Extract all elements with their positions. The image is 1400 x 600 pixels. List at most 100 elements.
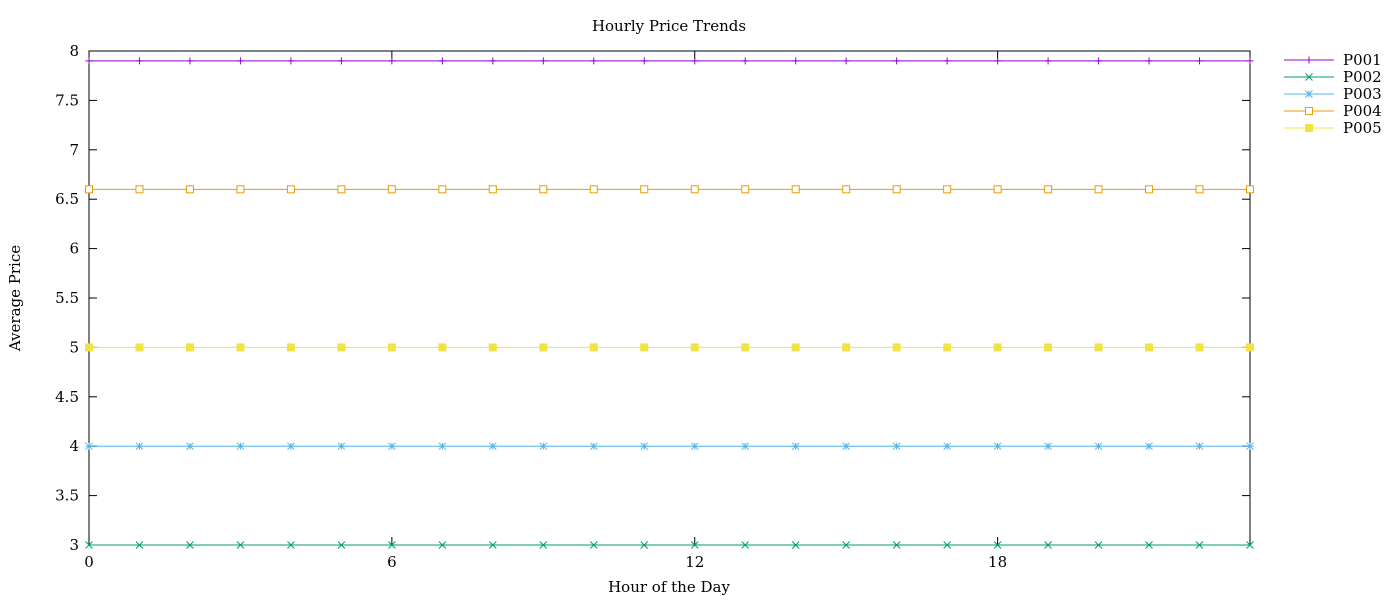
data-point-p003	[1246, 442, 1254, 451]
data-point-p002	[892, 541, 901, 549]
data-point-p003	[539, 442, 548, 451]
data-point-p001	[741, 57, 749, 65]
data-point-p002	[993, 541, 1002, 549]
data-point-p004	[135, 185, 144, 194]
data-point-p005	[892, 343, 901, 352]
data-point-p003	[791, 442, 800, 451]
data-point-p004	[741, 185, 750, 194]
data-point-p002	[438, 541, 447, 549]
data-point-p002	[589, 541, 598, 549]
data-point-p005	[286, 343, 295, 352]
data-point-p005	[640, 343, 649, 352]
y-tick-label: 6.5	[55, 190, 79, 208]
data-point-p002	[842, 541, 851, 549]
data-point-p005	[438, 343, 447, 352]
data-point-p002	[388, 541, 396, 549]
y-tick-label: 4	[69, 437, 79, 455]
data-point-p005	[741, 343, 750, 352]
y-tick-label: 7	[69, 141, 79, 159]
data-point-p004	[1044, 185, 1053, 194]
data-point-p003	[236, 442, 245, 451]
data-point-p003	[287, 442, 295, 451]
data-point-p001	[539, 57, 547, 65]
data-point-p005	[842, 343, 851, 352]
data-point-p004	[387, 185, 396, 194]
data-point-p005	[387, 343, 396, 352]
data-point-p005	[1145, 343, 1154, 352]
data-point-p003	[337, 442, 346, 451]
data-point-p002	[791, 541, 800, 549]
data-point-p005	[1094, 343, 1103, 352]
legend-marker-p003	[1305, 90, 1313, 98]
y-tick-label: 5.5	[55, 289, 79, 307]
data-point-p002	[1246, 541, 1254, 549]
data-point-p003	[842, 442, 851, 451]
y-tick-label: 5	[69, 338, 79, 356]
data-point-p004	[1094, 185, 1103, 194]
data-point-p004	[85, 185, 93, 194]
data-point-p003	[186, 442, 194, 451]
legend-label-p005: P005	[1343, 119, 1382, 137]
data-point-p003	[438, 442, 447, 451]
data-point-p005	[337, 343, 346, 352]
y-tick-label: 6	[69, 240, 79, 258]
data-point-p002	[1195, 541, 1204, 549]
data-point-p002	[337, 541, 346, 549]
data-point-p001	[842, 57, 850, 65]
data-point-p001	[438, 57, 446, 65]
data-point-p001	[640, 57, 648, 65]
data-point-p005	[85, 343, 93, 352]
legend-marker-p001	[1305, 56, 1313, 64]
data-point-p005	[135, 343, 144, 352]
data-point-p003	[1145, 442, 1153, 451]
data-point-p002	[135, 541, 144, 549]
data-point-p004	[589, 185, 598, 194]
data-point-p001	[1095, 57, 1103, 65]
data-point-p001	[388, 57, 396, 65]
data-point-p004	[488, 185, 497, 194]
data-point-p002	[640, 541, 649, 549]
data-point-p003	[943, 442, 951, 451]
data-point-p001	[893, 57, 901, 65]
data-point-p002	[287, 541, 295, 549]
data-point-p001	[590, 57, 598, 65]
data-point-p001	[236, 57, 244, 65]
data-point-p003	[1044, 442, 1052, 451]
data-point-p004	[286, 185, 295, 194]
data-point-p005	[993, 343, 1002, 352]
data-point-p001	[1145, 57, 1153, 65]
data-point-p002	[1094, 541, 1103, 549]
data-point-p005	[791, 343, 800, 352]
data-point-p005	[1044, 343, 1053, 352]
data-point-p003	[388, 442, 396, 451]
data-point-p001	[1246, 57, 1254, 65]
data-point-p002	[85, 541, 93, 549]
data-point-p004	[185, 185, 194, 194]
data-point-p002	[943, 541, 951, 549]
data-point-p003	[993, 442, 1002, 451]
data-point-p005	[1195, 343, 1204, 352]
data-point-p002	[186, 541, 194, 549]
legend-label-p002: P002	[1343, 68, 1382, 86]
data-point-p004	[690, 185, 699, 194]
x-axis-label: Hour of the Day	[608, 578, 730, 596]
data-point-p001	[943, 57, 951, 65]
data-point-p003	[589, 442, 598, 451]
legend-label-p003: P003	[1343, 85, 1382, 103]
data-point-p004	[1195, 185, 1204, 194]
data-point-p003	[1195, 442, 1204, 451]
legend-marker-p005	[1305, 124, 1313, 132]
data-point-p001	[792, 57, 800, 65]
data-point-p004	[791, 185, 800, 194]
data-point-p002	[236, 541, 245, 549]
y-tick-label: 3.5	[55, 487, 79, 505]
data-point-p004	[842, 185, 851, 194]
x-tick-label: 0	[84, 553, 94, 571]
data-point-p004	[640, 185, 649, 194]
x-tick-label: 6	[387, 553, 397, 571]
data-point-p003	[488, 442, 497, 451]
data-point-p001	[1196, 57, 1204, 65]
data-point-p001	[186, 57, 194, 65]
